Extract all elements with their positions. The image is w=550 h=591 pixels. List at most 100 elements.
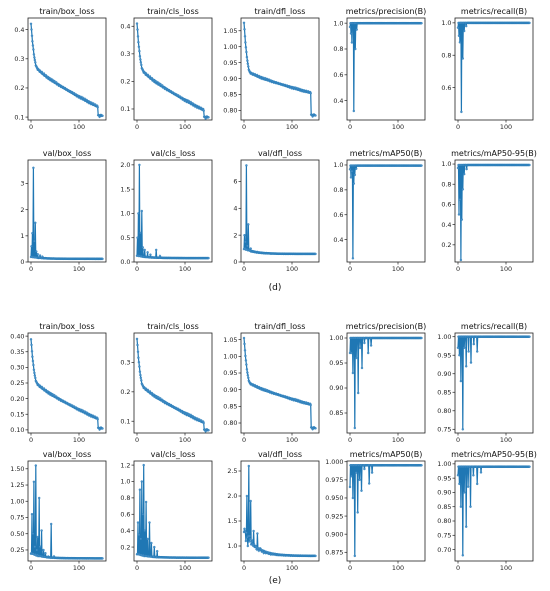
- data-point: [459, 258, 463, 262]
- y-tick-label: 0.2: [14, 84, 24, 92]
- x-tick-label: 0: [29, 564, 33, 572]
- data-point: [469, 505, 472, 508]
- data-point: [207, 256, 210, 260]
- data-point: [353, 173, 356, 177]
- data-point: [137, 361, 141, 364]
- data-point: [207, 556, 210, 559]
- data-point: [358, 346, 362, 350]
- data-point: [29, 22, 33, 25]
- data-point: [146, 537, 149, 541]
- y-tick-label: 0.1: [14, 113, 24, 121]
- data-point: [458, 198, 462, 201]
- x-tick-label: 0: [348, 265, 352, 273]
- data-point: [136, 236, 139, 239]
- data-point: [42, 548, 45, 552]
- chart-title: val/box_loss: [43, 149, 91, 158]
- data-point: [32, 166, 35, 169]
- x-tick-label: 100: [286, 436, 298, 444]
- data-point: [249, 499, 252, 503]
- y-tick-label: 0.925: [325, 512, 343, 520]
- x-tick-label: 0: [242, 564, 246, 572]
- y-tick-label: 0.6: [441, 84, 451, 92]
- chart-e-metrics-map50-95-b-: metrics/mAP50-95(B) 0.70 0.75 0.80 0.85 0.90 0…: [437, 450, 537, 572]
- y-tick-label: 1.0: [120, 210, 130, 218]
- data-point: [420, 464, 423, 467]
- data-point: [348, 168, 352, 171]
- chart-e-metrics-map50-b-: metrics/mAP50(B) 0.875 0.900 0.925 0.950 0.97…: [325, 450, 426, 572]
- y-tick-label: 0.900: [325, 530, 343, 538]
- data-point: [141, 246, 144, 249]
- data-point: [370, 471, 374, 474]
- data-point: [246, 374, 249, 377]
- x-tick-label: 0: [348, 564, 352, 572]
- x-tick-label: 100: [73, 123, 85, 131]
- y-tick-label: 0.40: [10, 332, 24, 340]
- data-point: [479, 471, 483, 474]
- y-tick-label: 0.8: [441, 51, 451, 59]
- chart-title: metrics/mAP50(B): [350, 149, 423, 158]
- data-point: [245, 368, 249, 371]
- y-tick-label: 0.95: [437, 474, 451, 482]
- data-point: [349, 32, 353, 35]
- data-point: [350, 351, 353, 355]
- series-line: [243, 22, 316, 118]
- x-tick-label: 100: [286, 265, 298, 273]
- data-point: [153, 545, 156, 549]
- caption-d: (d): [269, 283, 282, 293]
- series-line: [136, 338, 209, 433]
- data-point: [369, 344, 373, 347]
- data-point: [457, 213, 461, 216]
- data-point: [141, 513, 144, 516]
- data-point: [33, 371, 36, 375]
- data-point: [355, 356, 358, 360]
- plot-frame: [133, 159, 213, 263]
- y-tick-label: 0.6: [333, 211, 343, 219]
- data-point: [460, 110, 463, 114]
- x-tick-label: 0: [135, 564, 139, 572]
- x-tick-label: 0: [242, 436, 246, 444]
- data-point: [243, 349, 247, 352]
- data-point: [528, 163, 531, 167]
- x-tick-label: 0: [348, 436, 352, 444]
- data-point: [138, 365, 141, 368]
- data-point: [460, 218, 463, 221]
- x-tick-label: 0: [135, 265, 139, 273]
- y-tick-label: 0.1: [120, 105, 130, 113]
- y-tick-label: 0.4: [333, 97, 343, 105]
- data-point: [245, 55, 249, 59]
- data-point: [245, 494, 249, 498]
- plot-frame: [240, 159, 320, 263]
- data-point: [420, 22, 423, 25]
- y-tick-label: 0.85: [329, 409, 343, 417]
- data-point: [463, 491, 466, 494]
- y-tick-label: 0.8: [441, 180, 451, 188]
- data-point: [136, 521, 140, 524]
- chart-e-val-dfl-loss: val/dfl_loss 1.0 1.5 2.0 2.5 0 100: [227, 450, 320, 572]
- data-point: [32, 363, 35, 367]
- data-point: [243, 527, 246, 530]
- plot-frame: [240, 17, 320, 121]
- y-tick-label: 0.4: [14, 26, 24, 34]
- chart-title: val/cls_loss: [151, 450, 196, 459]
- y-tick-label: 0.85: [437, 388, 451, 396]
- data-point: [248, 540, 251, 543]
- x-tick-label: 0: [456, 123, 460, 131]
- data-point: [249, 247, 252, 250]
- x-tick-label: 100: [500, 436, 512, 444]
- data-point: [33, 545, 36, 548]
- data-point: [146, 251, 149, 254]
- y-tick-label: 2.0: [227, 492, 237, 500]
- data-point: [139, 537, 142, 541]
- series-line: [243, 165, 316, 255]
- data-point: [350, 169, 354, 173]
- data-point: [461, 188, 464, 191]
- data-point: [246, 62, 249, 65]
- data-point: [352, 182, 355, 185]
- data-point: [256, 532, 259, 535]
- data-point: [140, 209, 143, 213]
- y-tick-label: 0.875: [325, 549, 343, 557]
- y-tick-label: 0.95: [223, 369, 237, 377]
- data-point: [34, 61, 37, 64]
- data-point: [248, 534, 251, 538]
- x-tick-label: 100: [73, 265, 85, 273]
